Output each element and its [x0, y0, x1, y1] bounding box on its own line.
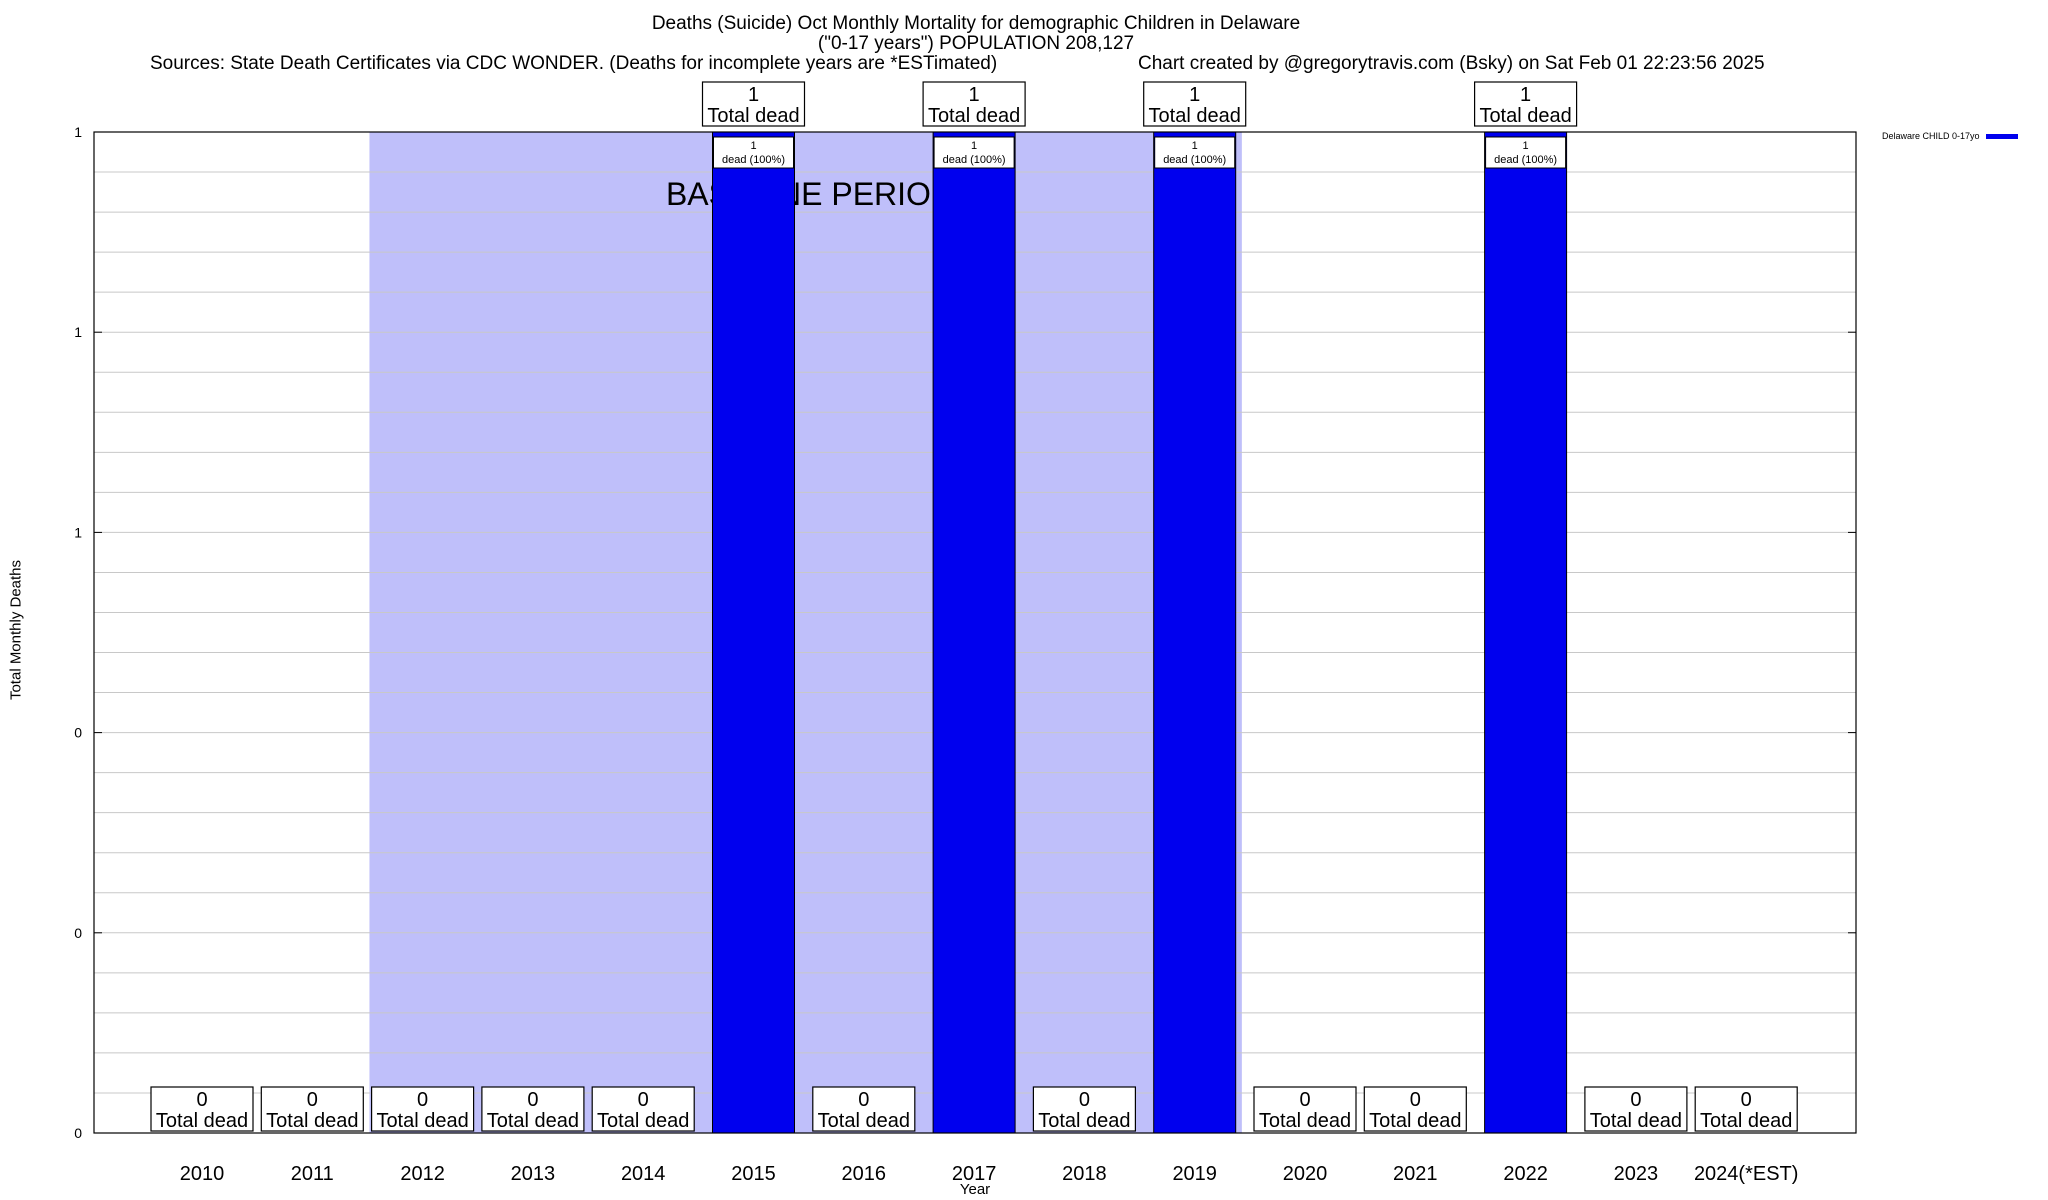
total-label-box: [1363, 1086, 1467, 1132]
x-tick-label: 2021: [1393, 1163, 1438, 1185]
total-label: Total dead: [266, 1110, 358, 1132]
total-value: 0: [858, 1089, 869, 1111]
total-label: Total dead: [1369, 1110, 1461, 1132]
bar-inner-label: dead (100%): [722, 154, 785, 166]
total-value: 0: [1299, 1089, 1310, 1111]
total-value: 1: [969, 84, 980, 106]
total-label: Total dead: [1700, 1110, 1792, 1132]
total-value: 1: [1520, 84, 1531, 106]
total-label-box: [481, 1086, 585, 1132]
total-value: 0: [638, 1089, 649, 1111]
x-tick-label: 2019: [1172, 1163, 1217, 1185]
total-label-box: [371, 1086, 475, 1132]
total-value: 0: [1079, 1089, 1090, 1111]
bar-inner-label-box: [713, 136, 794, 169]
total-label-box: [591, 1086, 695, 1132]
total-label: Total dead: [1038, 1110, 1130, 1132]
bar-inner-label: dead (100%): [943, 154, 1006, 166]
total-value: 0: [196, 1089, 207, 1111]
total-value: 0: [1410, 1089, 1421, 1111]
chart-source-note: Sources: State Death Certificates via CD…: [150, 53, 998, 74]
y-tick-label: 0: [74, 1125, 82, 1141]
total-label: Total dead: [156, 1110, 248, 1132]
legend: Delaware CHILD 0-17yo: [1882, 131, 2018, 141]
chart-title: Deaths (Suicide) Oct Monthly Mortality f…: [651, 13, 1301, 34]
bar-inner-label: dead (100%): [1494, 154, 1557, 166]
total-label: Total dead: [487, 1110, 579, 1132]
bar-inner-value: 1: [971, 140, 977, 152]
x-tick-label: 2022: [1503, 1163, 1548, 1185]
x-tick-label: 2024(*EST): [1694, 1163, 1799, 1185]
y-tick-label: 1: [74, 324, 82, 340]
x-axis-label: Year: [959, 1181, 991, 1198]
total-label-box: [1694, 1086, 1798, 1132]
total-label-box: [701, 81, 806, 127]
bar-inner-label-box: [933, 136, 1015, 169]
total-label: Total dead: [1479, 105, 1571, 127]
plot-frame: [93, 131, 1857, 1134]
bar-inner-value: 1: [1192, 140, 1198, 152]
x-tick-label: 2016: [842, 1163, 887, 1185]
y-tick-label: 1: [74, 524, 82, 540]
x-tick-label: 2014: [621, 1163, 666, 1185]
bar-inner-label-box: [1154, 136, 1236, 169]
y-tick-label: 0: [74, 925, 82, 941]
chart-credit-note: Chart created by @gregorytravis.com (Bsk…: [1138, 53, 1765, 74]
x-tick-label: 2010: [180, 1163, 225, 1185]
total-label-box: [1253, 1086, 1357, 1132]
x-tick-label: 2020: [1283, 1163, 1328, 1185]
baseline-label: BASELINE PERIOD: [666, 176, 954, 212]
total-label-box: [1473, 81, 1578, 127]
x-tick-label: 2023: [1614, 1163, 1659, 1185]
bar: [1153, 131, 1237, 1134]
total-value: 0: [1630, 1089, 1641, 1111]
total-value: 0: [527, 1089, 538, 1111]
total-label: Total dead: [597, 1110, 689, 1132]
total-label-box: [1032, 1086, 1137, 1132]
total-value: 0: [1741, 1089, 1752, 1111]
y-axis-label: Total Monthly Deaths: [7, 559, 25, 701]
total-label: Total dead: [818, 1110, 910, 1132]
x-tick-label: 2018: [1062, 1163, 1107, 1185]
y-tick-label: 0: [74, 725, 82, 741]
total-label-box: [922, 81, 1026, 127]
bar-inner-value: 1: [750, 140, 756, 152]
legend-swatch: [1985, 134, 2018, 140]
total-label-box: [1584, 1086, 1688, 1132]
x-tick-label: 2013: [511, 1163, 556, 1185]
bar: [712, 131, 795, 1134]
total-label: Total dead: [928, 105, 1020, 127]
bar: [932, 131, 1016, 1134]
bar-inner-value: 1: [1523, 140, 1529, 152]
x-tick-label: 2011: [291, 1163, 334, 1185]
x-tick-label: 2015: [731, 1163, 776, 1185]
total-value: 1: [748, 84, 759, 106]
y-tick-label: 1: [74, 124, 82, 140]
total-label: Total dead: [376, 1110, 468, 1132]
legend-label: Delaware CHILD 0-17yo: [1882, 131, 1980, 141]
bar-inner-label: dead (100%): [1163, 154, 1226, 166]
x-tick-label: 2012: [400, 1163, 445, 1185]
x-tick-label: 2017: [952, 1163, 997, 1185]
total-label: Total dead: [1149, 105, 1241, 127]
total-value: 1: [1189, 84, 1200, 106]
total-label-box: [260, 1086, 364, 1132]
total-value: 0: [417, 1089, 428, 1111]
baseline-region: [369, 132, 1242, 1133]
chart-subtitle: ("0-17 years") POPULATION 208,127: [817, 33, 1135, 54]
total-label-box: [1143, 81, 1247, 127]
bar: [1484, 131, 1568, 1134]
total-value: 0: [307, 1089, 318, 1111]
bar-inner-label-box: [1485, 136, 1567, 169]
total-label-box: [812, 1086, 916, 1132]
total-label: Total dead: [707, 105, 799, 127]
total-label: Total dead: [1590, 1110, 1682, 1132]
total-label: Total dead: [1259, 1110, 1351, 1132]
total-label-box: [150, 1086, 254, 1132]
